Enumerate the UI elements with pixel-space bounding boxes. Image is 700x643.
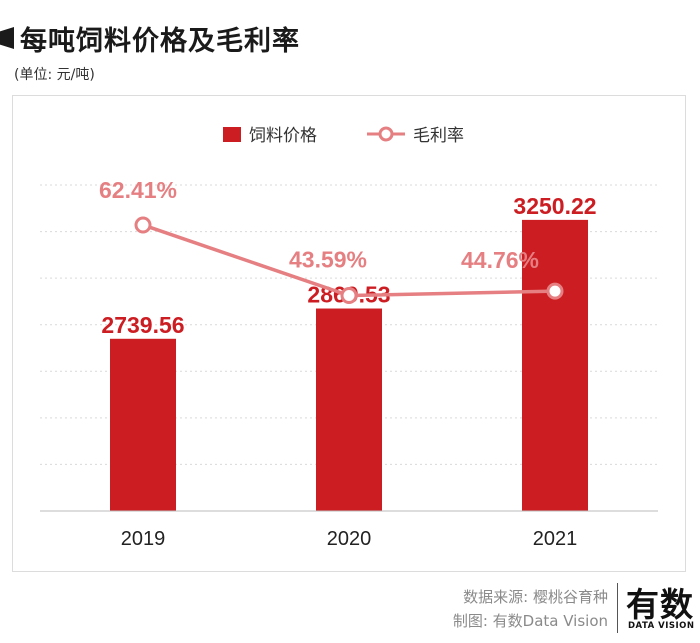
margin-value-label: 62.41% bbox=[99, 177, 177, 203]
margin-point bbox=[134, 216, 152, 234]
logo-text: 有数 bbox=[626, 585, 694, 624]
x-tick-label: 2020 bbox=[327, 528, 372, 550]
chart-panel: 饲料价格毛利率2739.562869.533250.22201920202021… bbox=[12, 95, 686, 572]
legend-line-label: 毛利率 bbox=[413, 126, 464, 146]
chart-title: 每吨饲料价格及毛利率 bbox=[20, 25, 300, 57]
margin-value-label: 43.59% bbox=[289, 247, 367, 273]
margin-point bbox=[546, 282, 564, 300]
bar-value-label: 2739.56 bbox=[101, 312, 184, 338]
bar bbox=[522, 219, 588, 511]
bar-value-label: 3250.22 bbox=[513, 193, 596, 219]
title-block: 每吨饲料价格及毛利率 bbox=[0, 18, 300, 58]
margin-point bbox=[340, 287, 358, 305]
logo-subtext: DATA VISION bbox=[628, 621, 695, 631]
logo-divider bbox=[617, 583, 618, 633]
margin-value-label: 44.76% bbox=[461, 247, 539, 273]
bar bbox=[110, 338, 176, 511]
title-marker-icon bbox=[0, 27, 14, 49]
legend-bar-swatch bbox=[223, 127, 241, 142]
legend-bar-label: 饲料价格 bbox=[249, 126, 317, 146]
x-tick-label: 2019 bbox=[121, 528, 166, 550]
bar bbox=[316, 308, 382, 511]
chart-canvas: 饲料价格毛利率2739.562869.533250.22201920202021… bbox=[40, 126, 658, 550]
unit-label: (单位: 元/吨) bbox=[14, 67, 95, 83]
data-source: 数据来源: 樱桃谷育种 bbox=[463, 588, 608, 606]
legend-line-marker bbox=[378, 126, 394, 142]
chart-credit: 制图: 有数Data Vision bbox=[452, 612, 608, 630]
x-tick-label: 2021 bbox=[533, 528, 578, 550]
